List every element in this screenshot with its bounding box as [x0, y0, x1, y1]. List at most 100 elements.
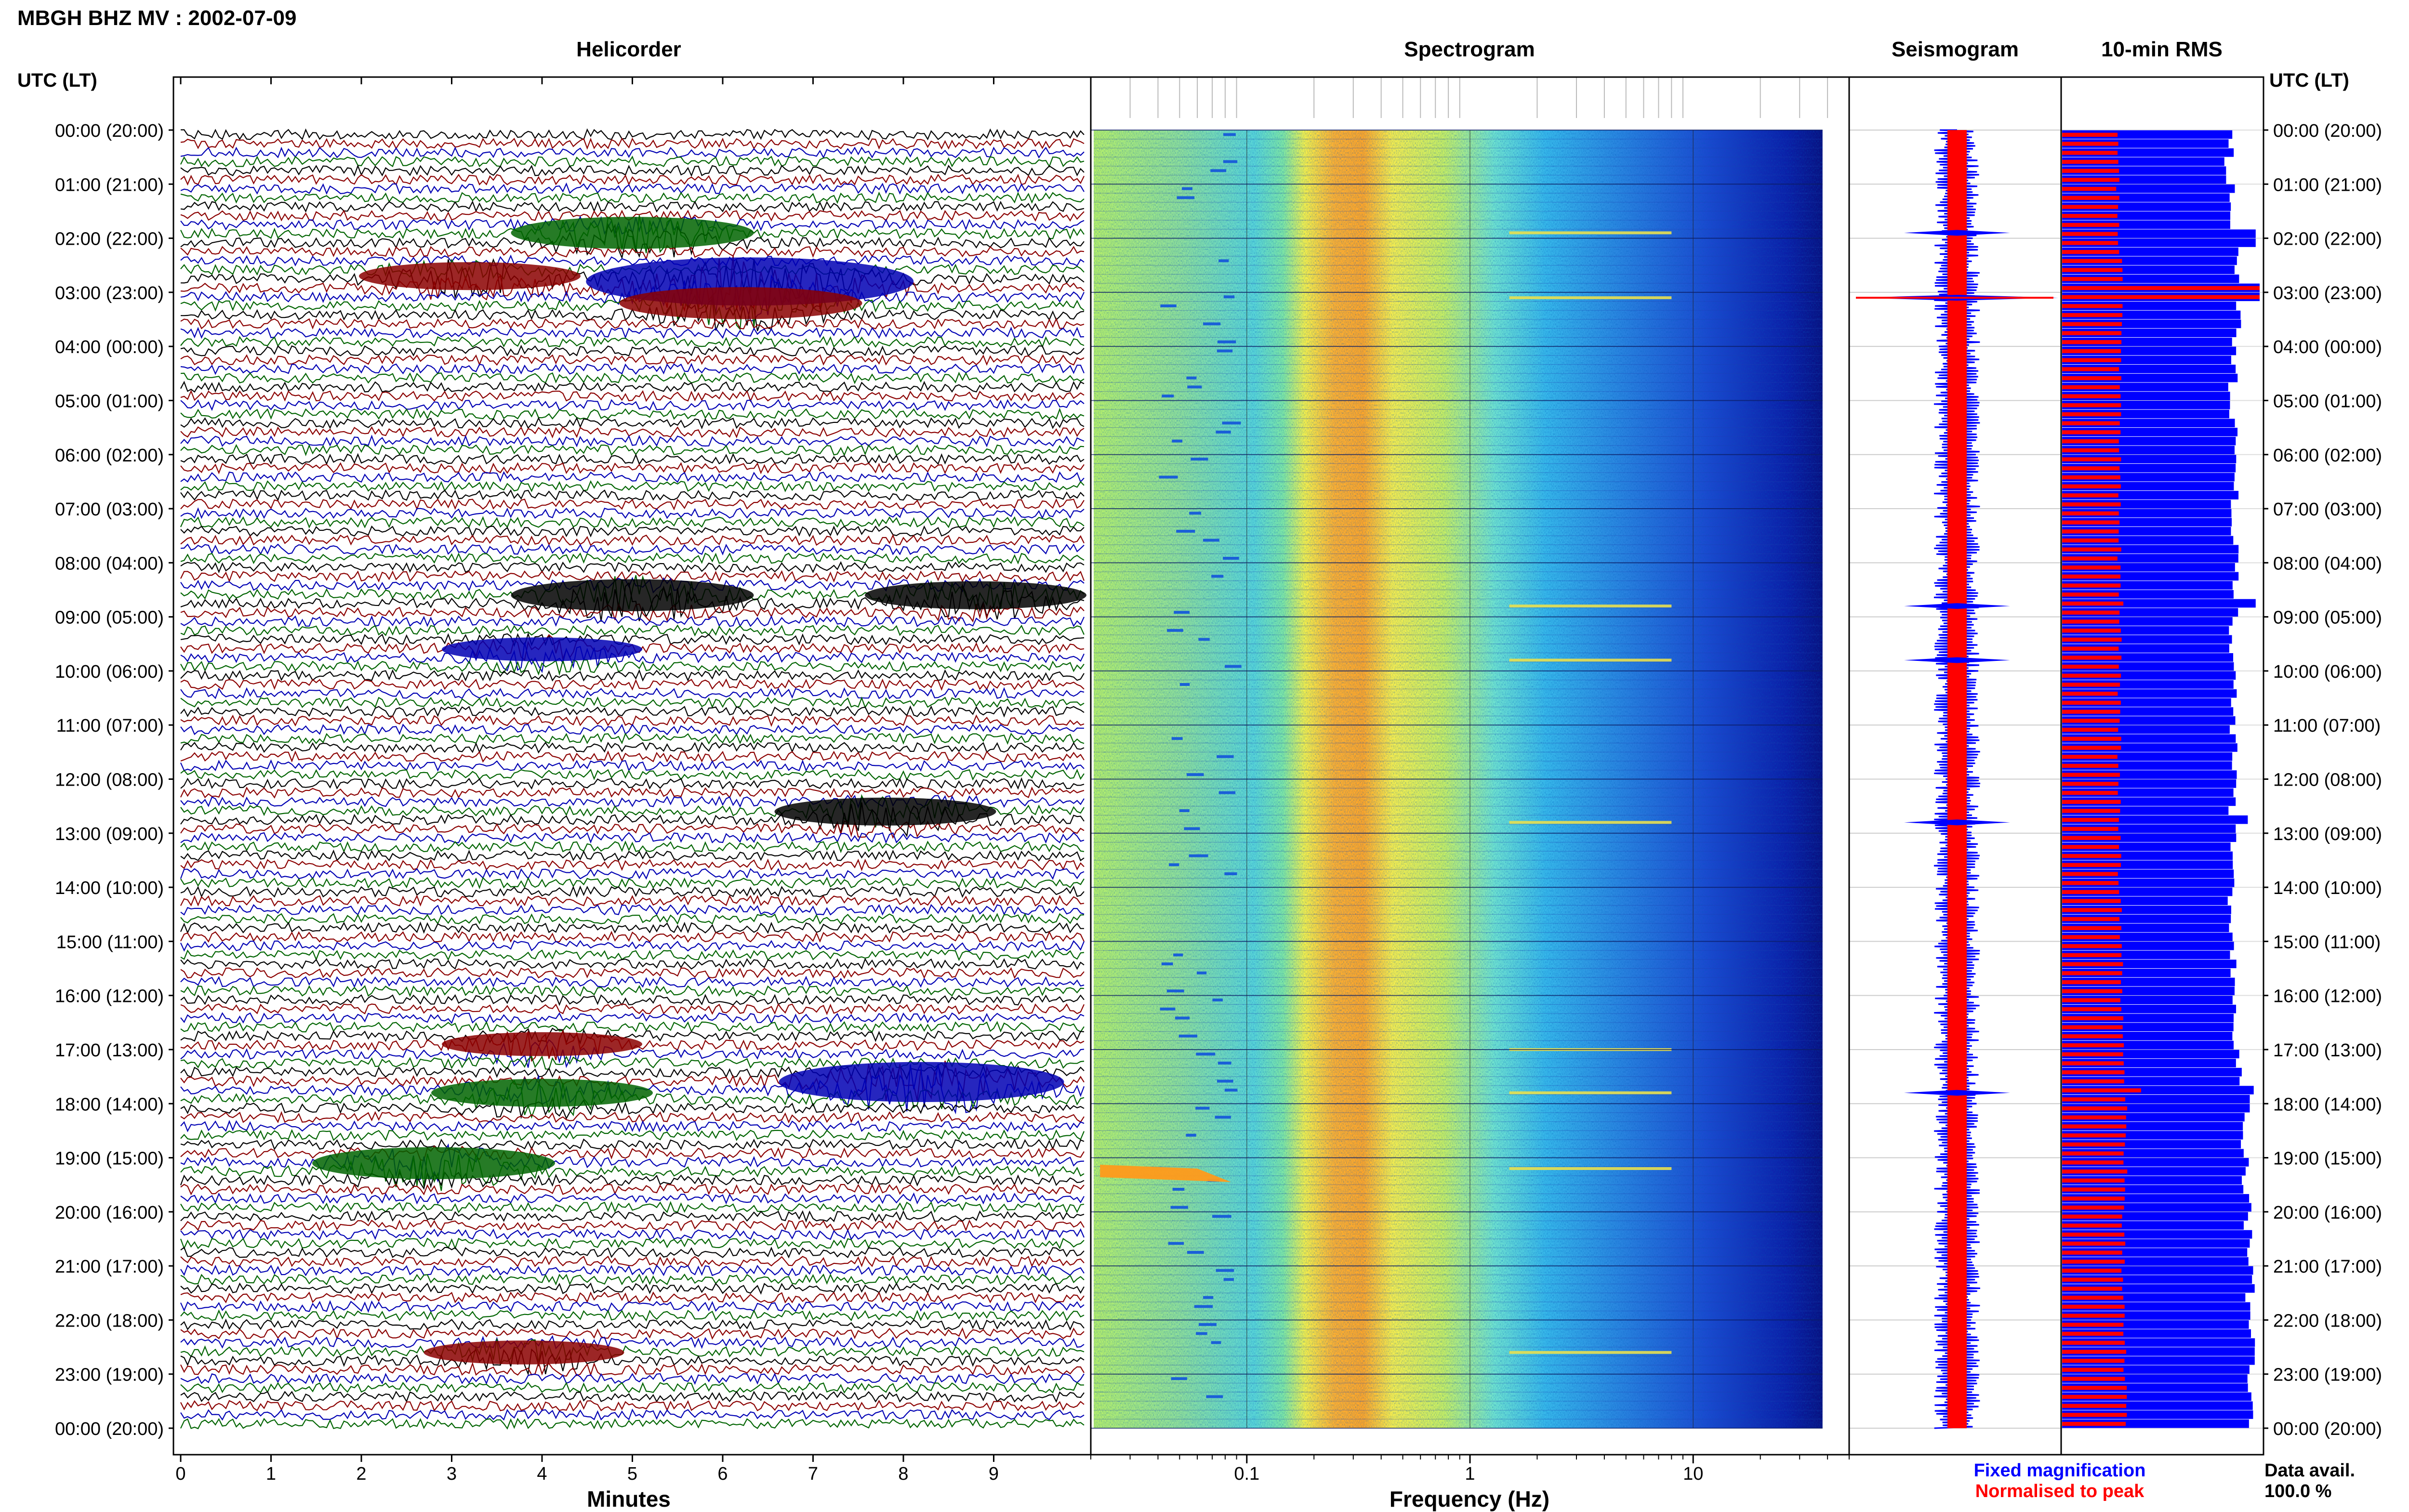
time-label-right: 13:00 (09:00) — [2273, 824, 2382, 844]
helicorder-trace — [180, 471, 1085, 483]
time-label-left: 19:00 (15:00) — [55, 1149, 164, 1169]
rms-bar-normalised — [2062, 1260, 2125, 1264]
rms-bar-normalised — [2062, 890, 2119, 894]
rms-bar-normalised — [2062, 1043, 2124, 1048]
helicorder-trace — [180, 858, 1085, 871]
helicorder-trace — [180, 128, 1085, 141]
helicorder-trace — [180, 602, 1085, 623]
helicorder-trace — [180, 1318, 1085, 1331]
time-label-left: 23:00 (19:00) — [55, 1365, 164, 1385]
helicorder-trace — [180, 794, 1085, 809]
rms-bar-normalised — [2062, 773, 2120, 777]
rms-bar-normalised — [2062, 502, 2121, 507]
rms-bar-normalised — [2062, 1070, 2125, 1075]
helicorder-trace — [180, 1255, 1085, 1268]
helicorder-trace — [180, 1039, 1085, 1068]
rms-bar-normalised — [2062, 845, 2119, 849]
rms-bar-normalised — [2062, 646, 2119, 651]
rms-bar-normalised — [2062, 232, 2118, 236]
time-label-right: 22:00 (18:00) — [2273, 1311, 2382, 1331]
rms-bar-normalised — [2062, 1386, 2127, 1390]
helicorder-trace — [180, 697, 1085, 709]
helicorder-trace — [180, 1418, 1085, 1430]
rms-bar-normalised — [2062, 1241, 2126, 1246]
seismogram-spike — [1904, 230, 2010, 236]
helicorder-title: Helicorder — [576, 38, 681, 61]
time-label-right: 10:00 (06:00) — [2273, 662, 2382, 682]
helicorder-tick-label: 3 — [447, 1464, 457, 1484]
legend-normalised: Normalised to peak — [1975, 1481, 2144, 1501]
rms-bar-normalised — [2062, 205, 2118, 209]
helicorder-trace — [180, 894, 1085, 907]
seismogram-title: Seismogram — [1892, 38, 2019, 61]
rms-panel — [2061, 130, 2263, 1429]
spectrogram-panel: 0.1 1 10 — [1090, 77, 1850, 1484]
rms-bar-normalised — [2062, 592, 2119, 597]
helicorder-event — [424, 1340, 624, 1365]
rms-bar-normalised — [2062, 376, 2121, 381]
helicorder-trace — [180, 768, 1085, 781]
time-label-left: 20:00 (16:00) — [55, 1203, 164, 1223]
helicorder-trace — [180, 516, 1085, 529]
helicorder-trace — [180, 363, 1085, 375]
helicorder-trace — [180, 687, 1085, 699]
rms-bar-normalised — [2062, 664, 2119, 669]
rms-title: 10-min RMS — [2101, 38, 2223, 61]
helicorder-trace — [180, 1408, 1085, 1421]
rms-bar-normalised — [2062, 493, 2118, 498]
helicorder-trace — [180, 1372, 1085, 1385]
legend-fixed: Fixed magnification — [1974, 1460, 2146, 1481]
rms-bar-normalised — [2062, 178, 2119, 182]
helicorder-trace — [180, 975, 1085, 988]
helicorder-trace — [180, 658, 1085, 676]
rms-bar-normalised — [2062, 151, 2118, 155]
helicorder-event — [431, 1078, 653, 1107]
spectrogram-tick-label: 1 — [1465, 1464, 1475, 1484]
helicorder-trace — [180, 868, 1085, 880]
helicorder-trace — [180, 1138, 1085, 1151]
helicorder-trace — [180, 182, 1085, 195]
rms-bar-normalised — [2062, 1377, 2125, 1381]
helicorder-event — [442, 1032, 642, 1056]
rms-bar-normalised — [2062, 430, 2121, 434]
helicorder-trace — [180, 552, 1085, 565]
helicorder-trace — [180, 534, 1085, 546]
rms-bar-normalised — [2062, 1016, 2124, 1021]
rms-bar-normalised — [2062, 1367, 2124, 1372]
utc-label-left: UTC (LT) — [17, 70, 97, 91]
helicorder-trace — [180, 1399, 1085, 1412]
rms-bar-normalised — [2062, 313, 2123, 317]
rms-bar-normalised — [2062, 1287, 2122, 1291]
helicorder-trace — [180, 317, 1085, 330]
helicorder-trace — [180, 1391, 1085, 1403]
helicorder-trace — [180, 354, 1085, 366]
time-label-right: 06:00 (02:00) — [2273, 446, 2382, 466]
rms-bar-normalised — [2062, 719, 2120, 723]
time-label-right: 03:00 (23:00) — [2273, 283, 2382, 303]
rms-bar-normalised — [2062, 385, 2120, 390]
helicorder-trace — [180, 137, 1085, 150]
rms-bar-normalised — [2062, 872, 2118, 876]
time-label-right: 09:00 (05:00) — [2273, 608, 2382, 628]
helicorder-event — [779, 1062, 1064, 1102]
helicorder-tick-label: 9 — [989, 1464, 999, 1484]
rms-bar-normalised — [2062, 286, 2260, 290]
rms-bar-normalised — [2062, 1232, 2125, 1237]
rms-bar-normalised — [2062, 619, 2119, 624]
helicorder-tick-label: 1 — [266, 1464, 276, 1484]
rms-bar-normalised — [2062, 935, 2120, 939]
rms-bar-normalised — [2062, 340, 2122, 344]
helicorder-trace — [180, 994, 1085, 1006]
rms-bar-normalised — [2062, 790, 2118, 795]
spectrogram-tick-label: 10 — [1683, 1464, 1703, 1484]
helicorder-trace — [180, 1145, 1085, 1161]
rms-bar-normalised — [2062, 1160, 2124, 1165]
rms-bar-normalised — [2062, 683, 2120, 687]
rms-bar-normalised — [2062, 259, 2122, 263]
rms-bar-normalised — [2062, 304, 2123, 308]
rms-bar-normalised — [2062, 691, 2118, 696]
rms-bar-normalised — [2062, 475, 2120, 480]
helicorder-trace — [180, 381, 1085, 393]
rms-bar-normalised — [2062, 466, 2120, 471]
rms-bar-normalised — [2062, 746, 2121, 750]
